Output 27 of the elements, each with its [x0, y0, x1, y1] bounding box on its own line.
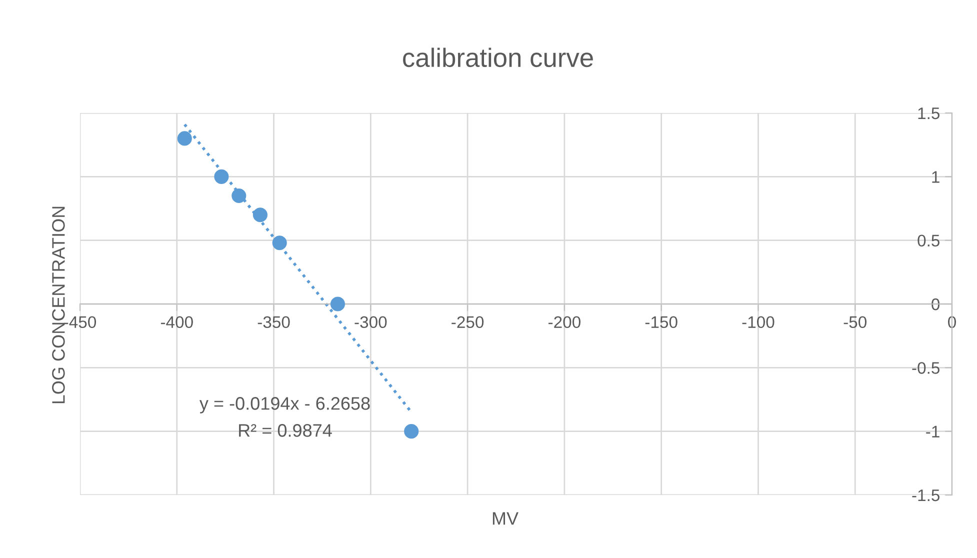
point: [177, 131, 192, 146]
x-tick-label: -200: [548, 316, 580, 328]
x-tick-label: -400: [160, 316, 193, 328]
point: [272, 236, 287, 250]
y-tick-label: -0.5: [912, 362, 940, 374]
x-tick-label: -350: [258, 316, 290, 328]
x-tick-label: -300: [354, 316, 387, 328]
x-axis-title: MV: [492, 512, 518, 525]
y-tick-label: 1: [932, 171, 940, 183]
y-tick-label: -1: [926, 426, 940, 438]
point: [330, 296, 346, 312]
y-axis-title: LOG CONCENTRATION: [52, 206, 65, 404]
annotation: R² = 0.9874: [239, 424, 332, 437]
point: [404, 424, 419, 439]
point: [214, 169, 229, 184]
x-tick-label: -100: [742, 316, 774, 328]
x-tick-label: -450: [64, 316, 96, 328]
x-tick-label: -50: [844, 316, 867, 328]
y-tick-label: 0.5: [918, 234, 940, 247]
y-tick-label: -1.5: [912, 490, 940, 502]
point: [232, 188, 246, 204]
point: [252, 208, 268, 222]
x-tick-label: -250: [452, 316, 484, 328]
annotation: y = -0.0194x - 6.2658: [199, 397, 370, 414]
chart-title: calibration curve: [403, 48, 593, 68]
y-tick-label: 1.5: [918, 108, 940, 120]
x-tick-label: -150: [645, 316, 678, 328]
